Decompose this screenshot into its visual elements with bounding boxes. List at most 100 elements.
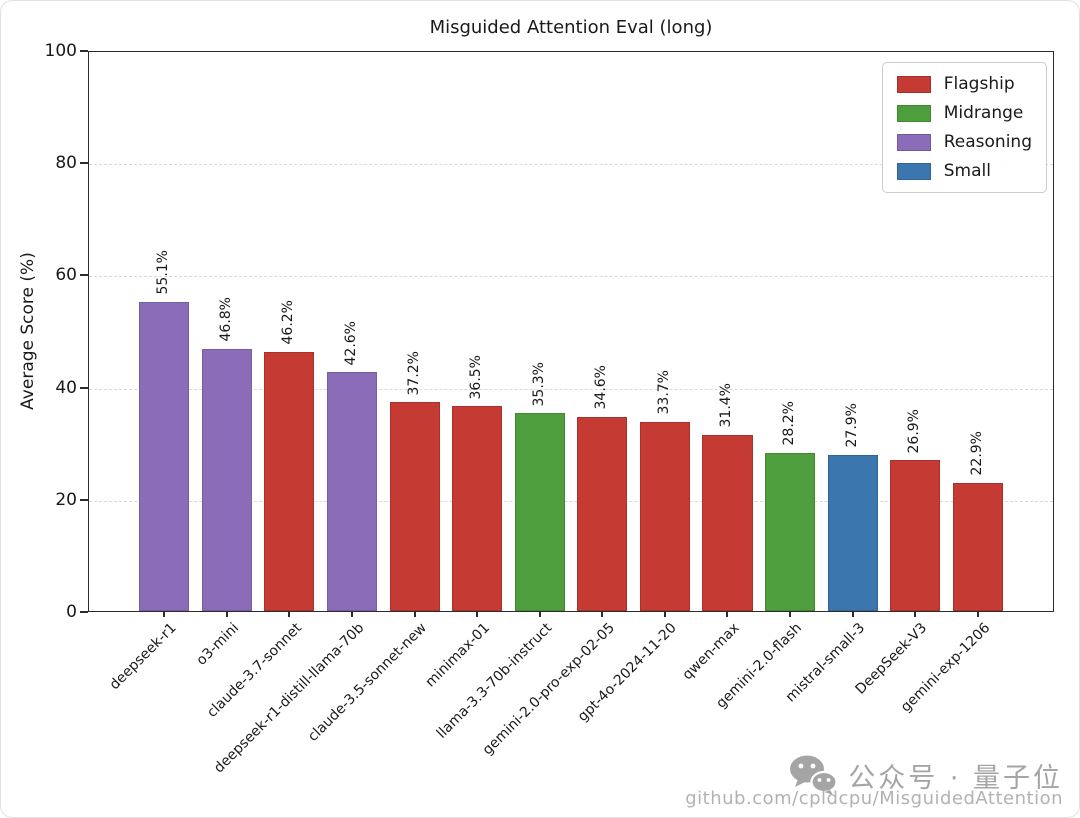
x-tick-mark (789, 611, 792, 617)
bar-slot-minimax-01: 36.5% minimax-01 (422, 52, 509, 690)
x-tick-label: gemini-2.0-pro-exp-02-05 (479, 620, 618, 759)
x-tick-mark (288, 611, 291, 617)
gridline-40 (89, 388, 1053, 390)
bar-value-label: 36.5% (468, 354, 485, 400)
bar-mistral-small-3 (827, 454, 878, 611)
gridline-60 (89, 276, 1053, 278)
bar-value-label: 46.2% (280, 300, 297, 345)
bar-slot-gemini-exp-1206: 22.9% gemini-exp-1206 (898, 52, 1010, 716)
y-tick-mark-100 (80, 50, 88, 52)
legend-item-reasoning: Reasoning (896, 132, 1032, 152)
wechat-watermark-line: 公众号 · 量子位 (685, 754, 1063, 796)
watermark: 公众号 · 量子位 github.com/cpldcpu/MisguidedAt… (685, 754, 1063, 809)
y-tick-mark-0 (80, 611, 88, 613)
legend-label-midrange: Midrange (943, 103, 1024, 123)
legend-label-reasoning: Reasoning (943, 132, 1032, 152)
x-tick-label: minimax-01 (422, 620, 493, 691)
chart-title: Misguided Attention Eval (long) (429, 17, 713, 38)
x-tick-label: o3-mini (193, 620, 243, 669)
bar-value-label: 28.2% (781, 401, 798, 446)
bar-deepseek-r1-distill-llama-70b (326, 372, 378, 611)
bar-value-label: 27.9% (843, 403, 860, 448)
bar-qwen-max (702, 434, 753, 611)
x-tick-mark (413, 611, 416, 617)
bar-o3-mini (201, 348, 252, 611)
bar-minimax-01 (452, 406, 503, 611)
bar-value-label: 37.2% (405, 350, 422, 396)
x-tick-label: llama-3.3-70b-instruct (433, 620, 556, 742)
y-tick-mark-80 (80, 162, 88, 165)
legend-swatch-flagship (896, 75, 931, 93)
bar-value-label: 55.1% (155, 250, 172, 295)
bar-claude-3.5-sonnet-new (389, 402, 440, 611)
wechat-watermark-text: 公众号 · 量子位 (848, 762, 1063, 794)
y-tick-label-80: 80 (55, 153, 77, 174)
y-tick-label-100: 100 (44, 41, 77, 61)
y-tick-label-20: 20 (55, 489, 77, 510)
y-tick-label-60: 60 (55, 265, 77, 286)
bar-slot-claude-3.7-sonnet: 46.2% claude-3.7-sonnet (204, 52, 321, 721)
y-tick-mark-40 (80, 386, 88, 389)
bar-slot-qwen-max: 31.4% qwen-max (680, 52, 759, 683)
bar-value-label: 31.4% (718, 383, 735, 428)
x-tick-mark (726, 611, 729, 617)
bar-value-label: 35.3% (530, 361, 547, 406)
bar-slot-deepseek-r1: 55.1% deepseek-r1 (107, 52, 196, 693)
bar-slot-gemini-2.0-flash: 28.2% gemini-2.0-flash (714, 52, 822, 712)
bar-gemini-2.0-pro-exp-02-05 (577, 416, 628, 611)
bar-slot-deepseek-r1-distill-llama-70b: 42.6% deepseek-r1-distill-llama-70b (211, 52, 384, 776)
bar-gemini-2.0-flash (765, 452, 816, 611)
github-watermark-text: github.com/cpldcpu/MisguidedAttention (685, 788, 1063, 809)
bar-value-label: 26.9% (906, 408, 923, 454)
bar-gpt-4o-2024-11-20 (639, 421, 690, 611)
bar-deepseek-r1 (139, 301, 190, 611)
bar-llama-3.3-70b-instruct (514, 413, 565, 611)
y-tick-mark-20 (80, 498, 88, 501)
legend-item-flagship: Flagship (896, 74, 1032, 94)
bar-value-label: 46.8% (217, 297, 234, 342)
x-tick-mark (225, 611, 228, 617)
x-tick-mark (351, 611, 354, 617)
gridline-20 (89, 500, 1053, 502)
legend-label-small: Small (943, 161, 991, 181)
bar-slot-gemini-2.0-pro-exp-02-05: 34.6% gemini-2.0-pro-exp-02-05 (479, 52, 634, 758)
bar-slot-DeepSeek-V3: 26.9% DeepSeek-V3 (853, 52, 947, 698)
bar-value-label: 22.9% (968, 431, 985, 476)
bar-value-label: 42.6% (343, 320, 360, 365)
x-tick-mark (851, 611, 854, 617)
y-tick-label-0: 0 (66, 602, 77, 622)
x-tick-label: qwen-max (679, 620, 743, 684)
bar-DeepSeek-V3 (890, 460, 941, 611)
x-tick-label: deepseek-r1 (106, 620, 180, 694)
x-tick-mark (663, 611, 666, 617)
x-tick-mark (601, 611, 604, 617)
x-tick-mark (976, 611, 979, 617)
bar-value-label: 33.7% (655, 370, 672, 415)
legend-item-midrange: Midrange (896, 103, 1032, 123)
bar-slot-gpt-4o-2024-11-20: 33.7% gpt-4o-2024-11-20 (575, 52, 697, 725)
bar-slot-mistral-small-3: 27.9% mistral-small-3 (783, 52, 884, 705)
legend-swatch-midrange (896, 104, 931, 122)
bar-slot-o3-mini: 46.8% o3-mini (194, 52, 259, 669)
x-tick-mark (538, 611, 541, 617)
plot-area: 55.1% deepseek-r1 46.8% o3-mini 46.2% claude-… (88, 51, 1054, 776)
x-tick-label: claude-3.5-sonnet-new (305, 620, 430, 745)
legend-label-flagship: Flagship (943, 74, 1015, 94)
bar-gemini-exp-1206 (952, 482, 1003, 611)
legend-item-small: Small (896, 161, 1032, 181)
bar-value-label: 34.6% (593, 365, 610, 410)
y-tick-label-40: 40 (55, 377, 77, 398)
x-tick-mark (163, 611, 166, 617)
y-tick-mark-60 (80, 274, 88, 277)
bar-slot-claude-3.5-sonnet-new: 37.2% claude-3.5-sonnet-new (305, 52, 446, 745)
legend-swatch-small (896, 162, 931, 180)
bars-row: 55.1% deepseek-r1 46.8% o3-mini 46.2% claude-… (89, 52, 1053, 776)
legend: Flagship Midrange Reasoning Small (881, 62, 1047, 193)
x-tick-mark (914, 611, 917, 617)
gridline-80 (89, 164, 1053, 166)
bar-claude-3.7-sonnet (264, 351, 315, 611)
legend-swatch-reasoning (896, 133, 931, 151)
bar-slot-llama-3.3-70b-instruct: 35.3% llama-3.3-70b-instruct (433, 52, 571, 742)
wechat-icon (790, 755, 838, 795)
